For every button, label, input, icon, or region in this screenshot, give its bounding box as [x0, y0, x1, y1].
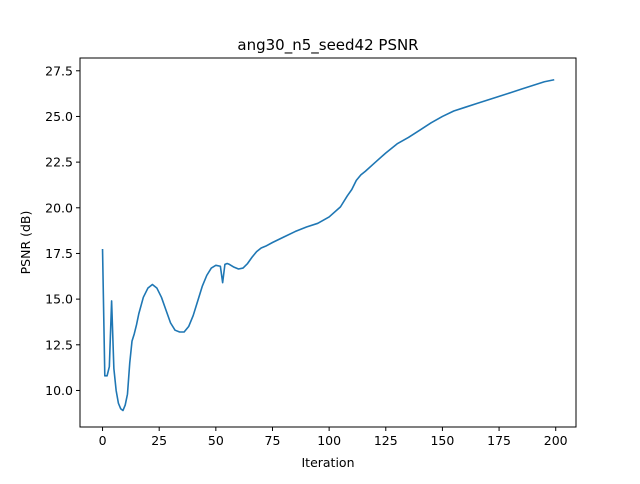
x-axis: 0 25 50 75 100 125 150 175 200: [99, 427, 568, 448]
plot-area: [79, 57, 577, 428]
x-tick-label: 50: [208, 433, 224, 448]
x-tick-label: 175: [487, 433, 511, 448]
y-tick-label: 22.5: [45, 155, 73, 170]
y-tick-label: 10.0: [45, 383, 73, 398]
y-tick-label: 27.5: [45, 63, 73, 78]
axes-frame: [79, 57, 577, 428]
x-tick-label: 200: [544, 433, 568, 448]
x-tick-label: 125: [374, 433, 398, 448]
x-tick-label: 150: [430, 433, 454, 448]
y-tick-label: 15.0: [45, 292, 73, 307]
x-tick-label: 0: [99, 433, 107, 448]
series-line: [101, 78, 555, 412]
x-tick-label: 75: [265, 433, 281, 448]
x-axis-label: Iteration: [301, 455, 354, 470]
y-axis: 10.0 12.5 15.0 17.5 20.0 22.5 25.0 27.5: [45, 63, 80, 398]
y-tick-label: 12.5: [45, 337, 73, 352]
y-tick-label: 20.0: [45, 200, 73, 215]
x-tick-label: 25: [151, 433, 167, 448]
y-tick-label: 25.0: [45, 109, 73, 124]
chart-title: ang30_n5_seed42 PSNR: [237, 36, 418, 55]
y-tick-label: 17.5: [45, 246, 73, 261]
y-axis-label: PSNR (dB): [18, 211, 33, 275]
x-tick-label: 100: [317, 433, 341, 448]
